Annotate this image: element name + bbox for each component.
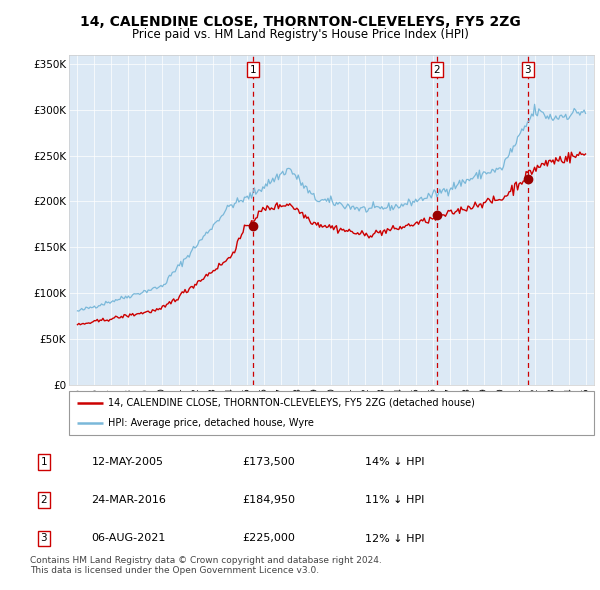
Text: 2: 2 [41, 495, 47, 505]
Text: Contains HM Land Registry data © Crown copyright and database right 2024.
This d: Contains HM Land Registry data © Crown c… [30, 556, 382, 575]
Text: 1: 1 [41, 457, 47, 467]
Text: 14, CALENDINE CLOSE, THORNTON-CLEVELEYS, FY5 2ZG (detached house): 14, CALENDINE CLOSE, THORNTON-CLEVELEYS,… [109, 398, 475, 408]
Text: HPI: Average price, detached house, Wyre: HPI: Average price, detached house, Wyre [109, 418, 314, 428]
Text: 24-MAR-2016: 24-MAR-2016 [91, 495, 166, 505]
Text: Price paid vs. HM Land Registry's House Price Index (HPI): Price paid vs. HM Land Registry's House … [131, 28, 469, 41]
Text: 12-MAY-2005: 12-MAY-2005 [91, 457, 163, 467]
Text: 3: 3 [524, 65, 531, 75]
Text: 06-AUG-2021: 06-AUG-2021 [91, 533, 166, 543]
FancyBboxPatch shape [69, 391, 594, 435]
Text: 2: 2 [434, 65, 440, 75]
Text: 3: 3 [41, 533, 47, 543]
Text: £225,000: £225,000 [242, 533, 295, 543]
Text: 14% ↓ HPI: 14% ↓ HPI [365, 457, 424, 467]
Text: 1: 1 [250, 65, 256, 75]
Text: 14, CALENDINE CLOSE, THORNTON-CLEVELEYS, FY5 2ZG: 14, CALENDINE CLOSE, THORNTON-CLEVELEYS,… [80, 15, 520, 29]
Text: £184,950: £184,950 [242, 495, 295, 505]
Text: 11% ↓ HPI: 11% ↓ HPI [365, 495, 424, 505]
Text: £173,500: £173,500 [242, 457, 295, 467]
Text: 12% ↓ HPI: 12% ↓ HPI [365, 533, 424, 543]
